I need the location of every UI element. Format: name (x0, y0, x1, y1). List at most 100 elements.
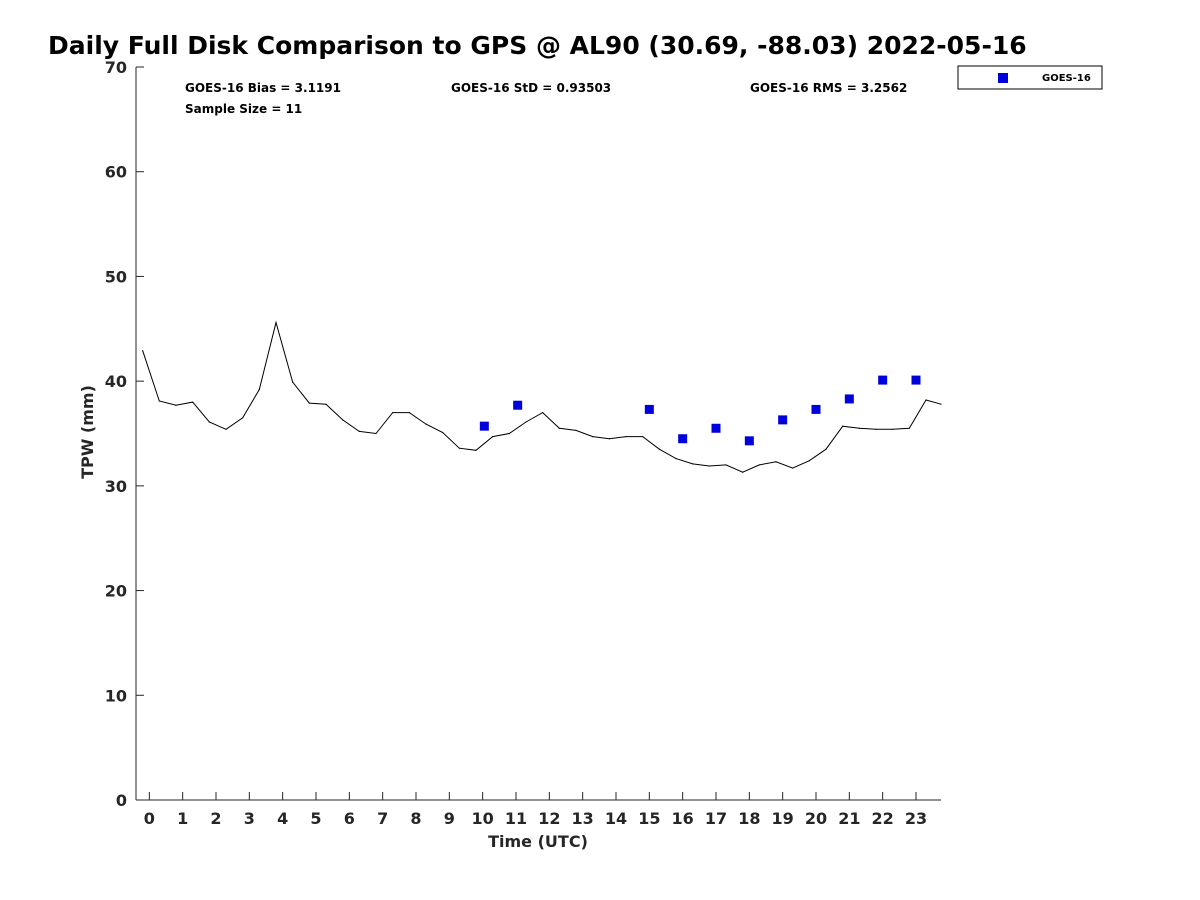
gps-tpw-point (758, 464, 760, 466)
gps-tpw-point (658, 448, 660, 450)
goes16-marker (744, 436, 754, 446)
gps-tpw-point (908, 427, 910, 429)
gps-tpw-point (142, 350, 144, 352)
gps-tpw-point (392, 411, 394, 414)
gps-tpw-point (625, 436, 627, 438)
x-tick-label: 4 (277, 809, 288, 828)
x-tick-label: 18 (738, 809, 760, 828)
gps-tpw-point (692, 463, 694, 465)
gps-tpw-point (225, 428, 227, 430)
gps-tpw-point (940, 403, 942, 405)
legend-box (957, 65, 1103, 90)
goes16-marker (844, 394, 854, 404)
gps-tpw-point (925, 399, 927, 401)
gps-tpw-point (575, 429, 577, 431)
gps-tpw-point (675, 458, 677, 460)
x-tick-label: 15 (638, 809, 660, 828)
gps-tpw-point (742, 471, 744, 473)
sample-size-stat: Sample Size = 11 (185, 102, 302, 116)
gps-tpw-point (175, 404, 177, 406)
x-tick-label: 23 (905, 809, 927, 828)
gps-tpw-point (508, 432, 510, 435)
goes16-marker (711, 423, 721, 433)
gps-tpw-point (258, 388, 260, 391)
x-tick-label: 3 (244, 809, 255, 828)
y-tick-label: 50 (105, 267, 127, 286)
gps-tpw-point (492, 436, 494, 438)
gps-tpw-point (642, 436, 644, 438)
y-tick-label: 20 (105, 582, 127, 601)
y-tick-label: 0 (116, 791, 127, 810)
x-tick-label: 10 (472, 809, 494, 828)
gps-tpw-point (308, 402, 310, 404)
gps-tpw-point (375, 432, 377, 435)
gps-tpw-point (808, 460, 810, 462)
gps-tpw-point (192, 401, 194, 403)
x-tick-label: 6 (344, 809, 355, 828)
goes16-marker (878, 375, 888, 385)
x-tick-label: 11 (505, 809, 527, 828)
gps-tpw-point (558, 427, 560, 429)
gps-tpw-point (292, 381, 294, 383)
x-tick-label: 12 (538, 809, 560, 828)
y-tick-label: 60 (105, 163, 127, 182)
goes16-marker (811, 404, 821, 414)
x-tick-label: 1 (177, 809, 188, 828)
gps-tpw-point (208, 421, 210, 423)
gps-tpw-line (142, 320, 942, 473)
x-tick-label: 22 (872, 809, 894, 828)
y-axis-label: TPW (mm) (78, 385, 97, 479)
gps-tpw-point (875, 428, 877, 430)
goes16-marker (513, 400, 523, 410)
gps-tpw-point (358, 430, 360, 433)
legend-marker (998, 73, 1008, 83)
std-stat: GOES-16 StD = 0.93503 (451, 81, 611, 95)
goes16-marker (479, 421, 489, 431)
goes16-marker (911, 375, 921, 385)
gps-tpw-point (475, 449, 477, 451)
gps-tpw-point (458, 447, 460, 449)
gps-tpw-point (158, 400, 160, 402)
x-tick-label: 0 (144, 809, 155, 828)
gps-tpw-point (608, 438, 610, 440)
chart-title: Daily Full Disk Comparison to GPS @ AL90… (48, 31, 1027, 60)
x-tick-label: 14 (605, 809, 627, 828)
x-tick-label: 17 (705, 809, 727, 828)
gps-tpw-point (325, 403, 327, 405)
bias-stat: GOES-16 Bias = 3.1191 (185, 81, 341, 95)
x-axis-label: Time (UTC) (488, 832, 588, 851)
x-tick-label: 9 (444, 809, 455, 828)
gps-tpw-point (525, 421, 527, 423)
gps-tpw-point (242, 417, 244, 419)
y-tick-label: 10 (105, 686, 127, 705)
x-tick-label: 21 (838, 809, 860, 828)
legend-label: GOES-16 (1042, 73, 1091, 84)
gps-tpw-point (708, 465, 710, 467)
gps-tpw-point (542, 411, 544, 414)
x-tick-label: 13 (572, 809, 594, 828)
gps-tpw-point (775, 461, 777, 463)
gps-tpw-point (425, 423, 427, 425)
goes16-marker (644, 404, 654, 414)
x-tick-label: 8 (410, 809, 421, 828)
x-tick-label: 7 (377, 809, 388, 828)
goes16-marker (778, 415, 788, 425)
gps-tpw-point (442, 431, 444, 434)
gps-tpw-point (842, 425, 844, 427)
gps-tpw-point (408, 411, 410, 414)
y-tick-label: 70 (105, 58, 127, 77)
x-tick-label: 2 (210, 809, 221, 828)
gps-tpw-point (725, 464, 727, 466)
x-tick-label: 20 (805, 809, 827, 828)
gps-tpw-point (825, 448, 827, 450)
legend: GOES-16 (957, 65, 1103, 90)
gps-tpw-point (792, 467, 794, 469)
x-tick-label: 5 (310, 809, 321, 828)
x-tick-label: 19 (772, 809, 794, 828)
gps-tpw-point (592, 436, 594, 438)
rms-stat: GOES-16 RMS = 3.2562 (750, 81, 907, 95)
gps-tpw-point (275, 321, 277, 324)
y-tick-label: 40 (105, 372, 127, 391)
